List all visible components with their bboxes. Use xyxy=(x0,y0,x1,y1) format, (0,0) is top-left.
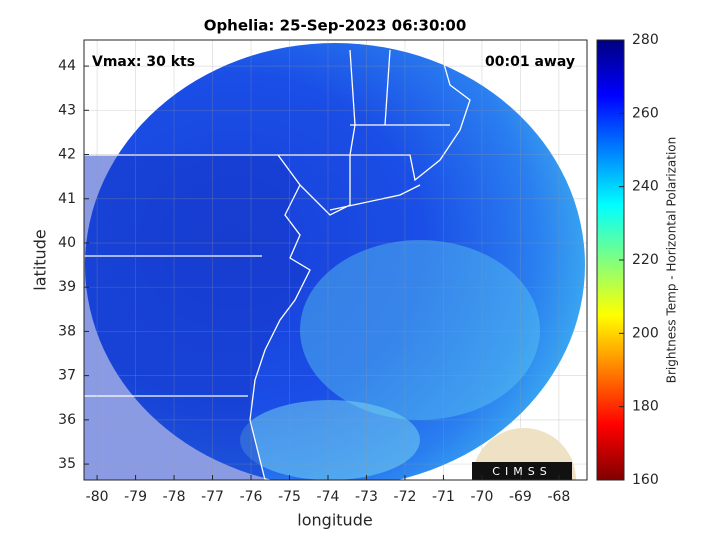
colorbar-tick-label: 220 xyxy=(632,252,659,268)
chart-title: Ophelia: 25-Sep-2023 06:30:00 xyxy=(204,17,467,35)
colorbar-tick-label: 240 xyxy=(632,179,659,195)
x-tick-label: -76 xyxy=(240,489,263,505)
land xyxy=(84,155,310,480)
cloud-band xyxy=(240,400,420,480)
x-tick-label: -74 xyxy=(317,489,340,505)
cloud-band xyxy=(300,240,540,420)
x-tick-label: -69 xyxy=(509,489,532,505)
logo-bar xyxy=(472,462,572,480)
colorbar-label: Brightness Temp - Horizontal Polarizatio… xyxy=(665,137,679,384)
x-tick-label: -78 xyxy=(163,489,186,505)
colorbar-tick-label: 280 xyxy=(632,32,659,48)
plot-frame xyxy=(83,39,588,481)
x-tick-label: -73 xyxy=(355,489,378,505)
y-axis-label: latitude xyxy=(31,229,50,290)
colorbar-tick-label: 180 xyxy=(632,399,659,415)
x-axis-label: longitude xyxy=(297,511,372,530)
y-tick-label: 38 xyxy=(58,323,76,339)
x-tick-label: -70 xyxy=(470,489,493,505)
y-tick-label: 40 xyxy=(58,235,76,251)
x-tick-label: -72 xyxy=(394,489,417,505)
cimss-logo: CIMSS xyxy=(472,428,576,480)
y-tick-label: 41 xyxy=(58,191,76,207)
x-tick-label: -68 xyxy=(547,489,570,505)
y-tick-label: 44 xyxy=(58,58,76,74)
x-tick-label: -79 xyxy=(124,489,147,505)
x-tick-label: -80 xyxy=(86,489,109,505)
logo-text: CIMSS xyxy=(492,465,551,478)
y-tick-label: 43 xyxy=(58,102,76,118)
colorbar-tick-label: 260 xyxy=(632,105,659,121)
satellite-swath xyxy=(84,43,585,480)
y-tick-label: 36 xyxy=(58,412,76,428)
y-tick-label: 35 xyxy=(58,456,76,472)
annotation: Vmax: 30 kts xyxy=(92,54,195,70)
x-tick-label: -77 xyxy=(201,489,224,505)
y-tick-label: 39 xyxy=(58,279,76,295)
y-tick-label: 37 xyxy=(58,368,76,384)
coastline xyxy=(84,49,471,480)
x-tick-label: -71 xyxy=(432,489,455,505)
annotation: 00:01 away xyxy=(485,54,575,70)
y-tick-label: 42 xyxy=(58,147,76,163)
x-tick-label: -75 xyxy=(278,489,301,505)
colorbar-tick-label: 160 xyxy=(632,472,659,488)
colorbar-tick-label: 200 xyxy=(632,325,659,341)
